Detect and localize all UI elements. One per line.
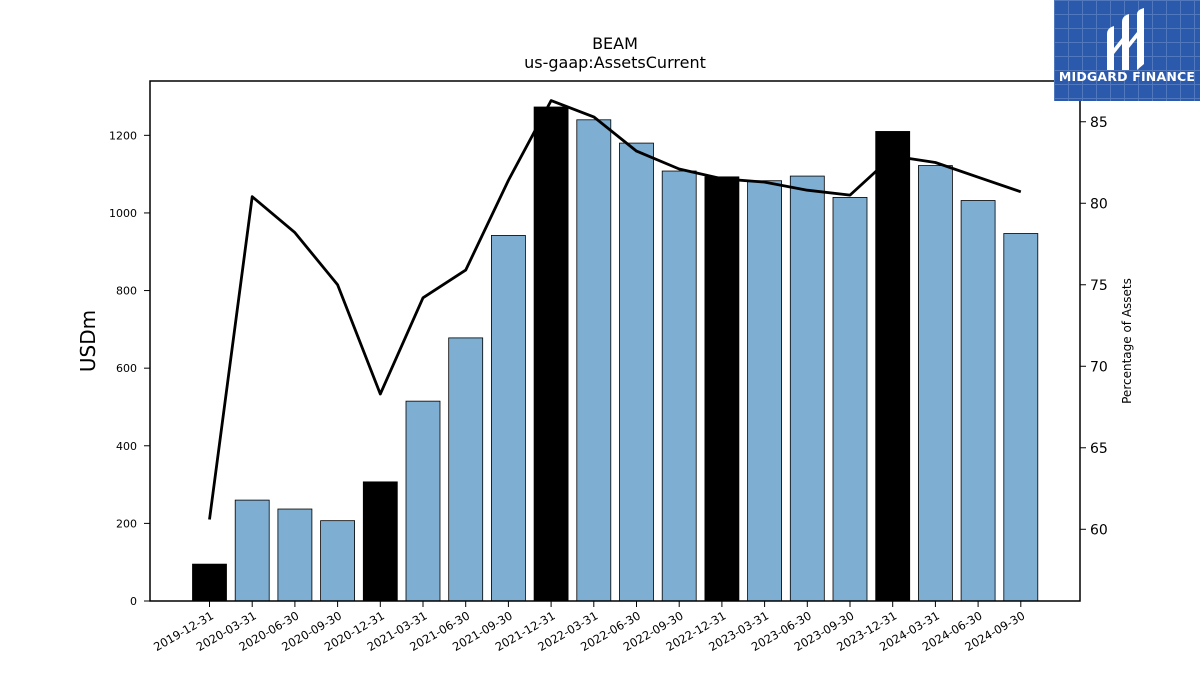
- bar: [661, 170, 697, 602]
- bar: [234, 499, 270, 602]
- plot-frame: [149, 80, 1081, 602]
- y-tick-label: 1000: [109, 207, 137, 220]
- logo-mark-icon: [1107, 8, 1144, 70]
- bar: [619, 142, 654, 602]
- bar: [448, 337, 484, 602]
- y2-tick-label: 80: [1090, 196, 1108, 212]
- y2-tick-label: 60: [1090, 522, 1108, 538]
- bar: [704, 176, 740, 602]
- line-group: [208, 99, 1022, 520]
- bar: [576, 119, 612, 602]
- bar: [192, 563, 227, 602]
- percentage-line: [208, 99, 1022, 520]
- y-tick-label: 400: [116, 440, 137, 453]
- y-tick-label: 1200: [109, 129, 137, 142]
- y-axis-label: USDm: [76, 310, 100, 372]
- y-tick-label: 600: [116, 362, 137, 375]
- bar: [320, 520, 356, 602]
- bar: [789, 175, 825, 602]
- bar: [277, 508, 313, 602]
- bar: [1003, 233, 1039, 602]
- y2-axis-label: Percentage of Assets: [1120, 278, 1134, 404]
- bar: [405, 400, 441, 602]
- bar: [747, 180, 782, 602]
- midgard-finance-logo: MIDGARD FINANCE: [1054, 0, 1200, 101]
- chart-title: BEAM: [592, 34, 638, 53]
- chart-subtitle: us-gaap:AssetsCurrent: [524, 53, 706, 72]
- y2-tick-label: 70: [1090, 359, 1108, 375]
- y-tick-label: 200: [116, 517, 137, 530]
- bar: [918, 165, 953, 602]
- bar: [533, 106, 569, 602]
- y2-tick-label: 75: [1090, 278, 1108, 294]
- logo-text: MIDGARD FINANCE: [1058, 69, 1196, 84]
- y2-tick-label: 85: [1090, 115, 1108, 131]
- bar: [832, 197, 868, 602]
- y2-tick-label: 65: [1090, 441, 1108, 457]
- y-tick-label: 0: [130, 595, 137, 608]
- y-tick-label: 800: [116, 285, 137, 298]
- bar-group: [192, 106, 1039, 602]
- bar: [490, 235, 526, 602]
- bar: [960, 200, 996, 602]
- bar: [362, 481, 398, 602]
- bar: [875, 131, 911, 602]
